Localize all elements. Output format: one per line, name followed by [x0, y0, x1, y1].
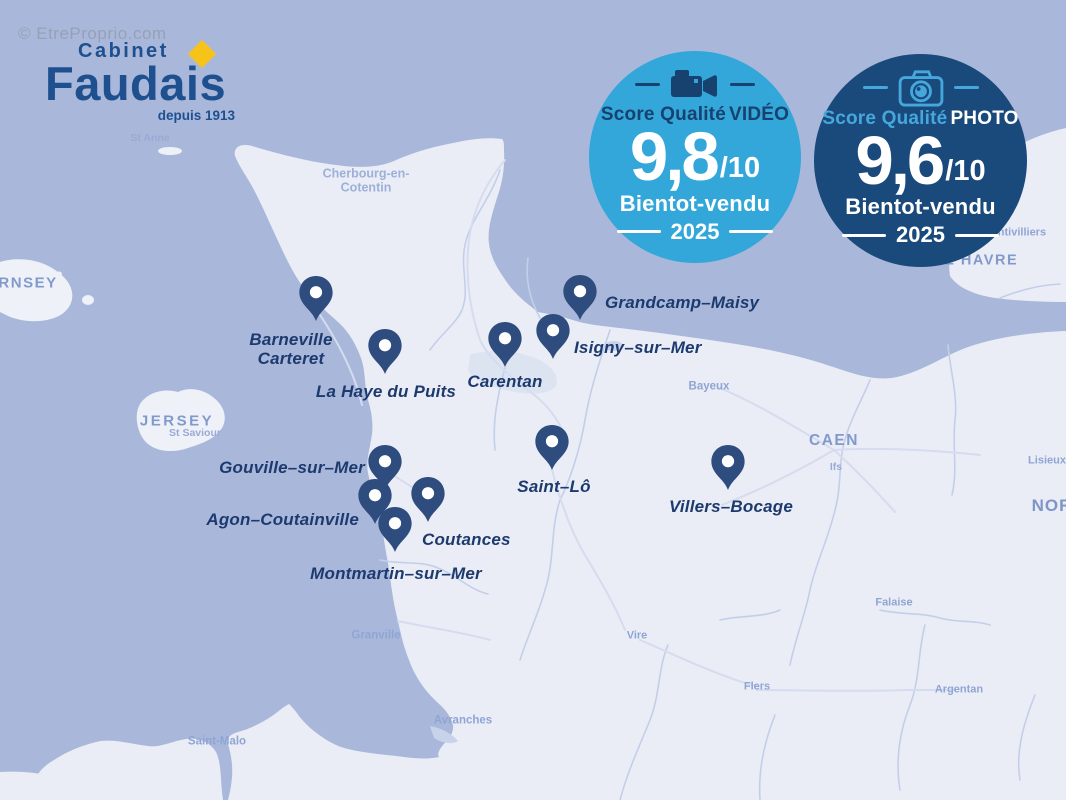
map-pin-icon	[535, 425, 569, 470]
video-camera-icon	[671, 70, 717, 98]
score-value: 9,8/10	[629, 118, 761, 196]
badge-subtitle: Bientot-vendu	[619, 190, 771, 216]
dash-left	[635, 82, 660, 86]
score-badge-video: Score Qualité VIDÉO 9,8/10 Bientot-vendu …	[589, 51, 801, 263]
rivers	[379, 169, 1061, 800]
map-label-argentan: Argentan	[934, 683, 984, 696]
map-pin-icon	[378, 507, 412, 552]
map-label-jersey: JERSEY	[139, 412, 215, 430]
watermark: © EtreProprio.com	[18, 24, 167, 43]
map-pin-icon	[368, 329, 402, 374]
logo-since-text: depuis 1913	[157, 107, 235, 123]
dash-right	[953, 86, 979, 90]
map-label-bayeux: Bayeux	[688, 380, 730, 393]
map-label-saint-malo: Saint-Malo	[187, 735, 247, 748]
roads	[319, 159, 981, 692]
map-label-caen: CAEN	[809, 432, 859, 450]
map-label-guernsey: RNSEY	[0, 274, 58, 292]
logo-faudais-text: Faudais	[45, 57, 227, 110]
map-label-ifs: Ifs	[829, 460, 843, 473]
map-label-flers: Flers	[743, 680, 771, 693]
map-label-normandie: NOR	[1031, 496, 1066, 516]
dash-left	[862, 86, 888, 90]
map-label-st-anne: St Anne	[130, 131, 170, 144]
map-pin-icon	[563, 275, 597, 320]
dash-right	[730, 82, 755, 86]
badge-title: Score Qualité PHOTO	[822, 107, 1019, 129]
map-pin-icon	[411, 477, 445, 522]
map-label-falaise: Falaise	[875, 596, 913, 609]
map-pin-icon	[711, 445, 745, 490]
landmass-corner	[0, 771, 125, 800]
map-label-lisieux: Lisieux	[1028, 454, 1066, 467]
badge-subtitle: Bientot-vendu	[845, 194, 996, 220]
photo-camera-icon	[898, 70, 943, 107]
logo-cabinet-text: Cabinet	[78, 40, 169, 62]
badge-year: 2025	[616, 219, 774, 245]
map-pin-icon	[358, 479, 392, 524]
landmass-normandy	[227, 138, 1066, 800]
map-pin-icon	[299, 276, 333, 321]
map-label-avranches: Avranches	[433, 714, 493, 727]
map-label-granville: Granville	[351, 629, 401, 642]
badge-year: 2025	[842, 222, 999, 248]
badge-title: Score Qualité VIDÉO	[600, 104, 790, 126]
map-pin-icon	[368, 445, 402, 490]
score-badge-photo: Score Qualité PHOTO 9,6/10 Bientot-vendu …	[814, 54, 1027, 267]
channel-islands	[0, 147, 225, 452]
cabinet-faudais-logo: Cabinet Faudais depuis 1913	[45, 39, 235, 123]
map-pin-icon	[536, 314, 570, 359]
score-value: 9,6/10	[855, 121, 986, 199]
map-pin-icon	[488, 322, 522, 367]
map-label-vire: Vire	[626, 629, 648, 642]
marshland	[430, 341, 623, 744]
map-label-cherbourg: Cherbourg-en- Cotentin	[322, 166, 410, 195]
map-label-st-saviour: St Saviour	[169, 426, 221, 439]
